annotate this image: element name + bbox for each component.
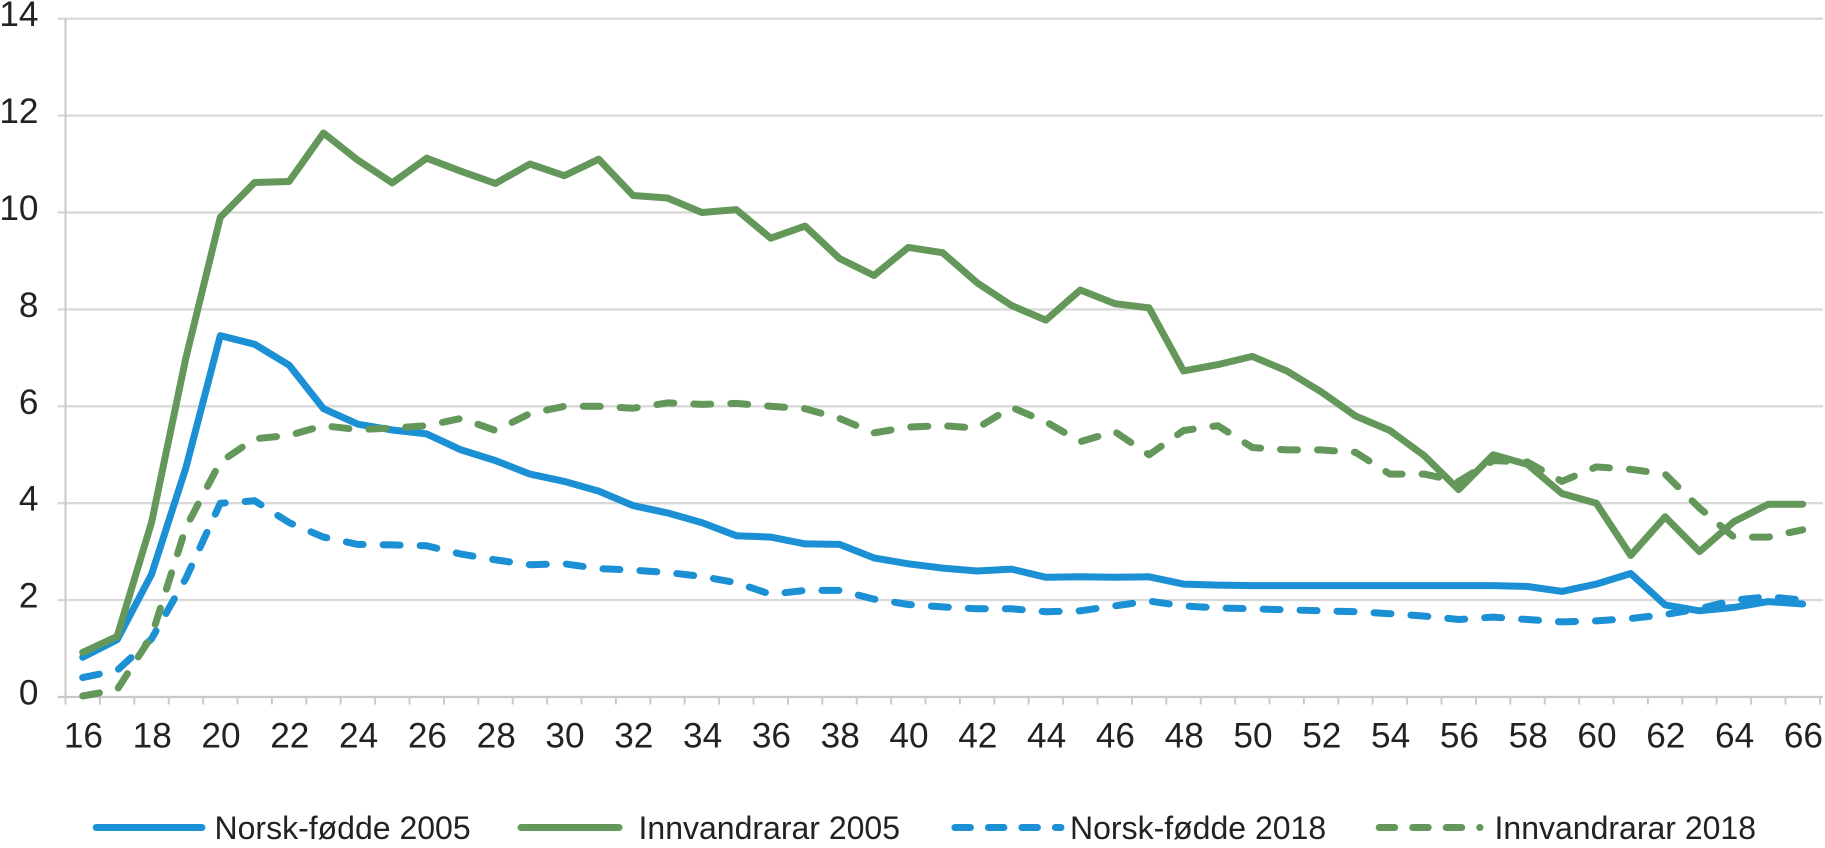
svg-text:44: 44 bbox=[1027, 717, 1066, 756]
svg-text:28: 28 bbox=[477, 717, 516, 756]
svg-text:40: 40 bbox=[889, 717, 928, 756]
svg-text:12: 12 bbox=[0, 92, 39, 131]
svg-text:8: 8 bbox=[19, 286, 39, 325]
svg-text:4: 4 bbox=[19, 480, 39, 519]
svg-text:10: 10 bbox=[0, 189, 39, 228]
svg-text:60: 60 bbox=[1577, 717, 1616, 756]
svg-text:0: 0 bbox=[19, 674, 39, 713]
svg-text:66: 66 bbox=[1784, 717, 1823, 756]
svg-text:Innvandrarar 2005: Innvandrarar 2005 bbox=[639, 810, 901, 846]
svg-text:16: 16 bbox=[64, 717, 103, 756]
svg-text:20: 20 bbox=[201, 717, 240, 756]
svg-text:56: 56 bbox=[1440, 717, 1479, 756]
svg-text:50: 50 bbox=[1233, 717, 1272, 756]
svg-text:Norsk-fødde 2018: Norsk-fødde 2018 bbox=[1070, 810, 1326, 846]
svg-text:Innvandrarar 2018: Innvandrarar 2018 bbox=[1495, 810, 1757, 846]
svg-text:30: 30 bbox=[545, 717, 584, 756]
svg-text:52: 52 bbox=[1302, 717, 1341, 756]
svg-text:22: 22 bbox=[270, 717, 309, 756]
svg-text:26: 26 bbox=[408, 717, 447, 756]
svg-text:34: 34 bbox=[683, 717, 722, 756]
svg-text:48: 48 bbox=[1165, 717, 1204, 756]
svg-text:54: 54 bbox=[1371, 717, 1410, 756]
svg-text:18: 18 bbox=[133, 717, 172, 756]
svg-text:32: 32 bbox=[614, 717, 653, 756]
svg-text:6: 6 bbox=[19, 383, 39, 422]
svg-text:38: 38 bbox=[821, 717, 860, 756]
svg-text:36: 36 bbox=[752, 717, 791, 756]
svg-text:Norsk-fødde 2005: Norsk-fødde 2005 bbox=[215, 810, 471, 846]
svg-text:42: 42 bbox=[958, 717, 997, 756]
svg-text:62: 62 bbox=[1646, 717, 1685, 756]
svg-text:2: 2 bbox=[19, 577, 39, 616]
svg-text:14: 14 bbox=[0, 0, 39, 34]
svg-text:24: 24 bbox=[339, 717, 378, 756]
svg-text:46: 46 bbox=[1096, 717, 1135, 756]
svg-text:64: 64 bbox=[1715, 717, 1754, 756]
svg-text:58: 58 bbox=[1509, 717, 1548, 756]
